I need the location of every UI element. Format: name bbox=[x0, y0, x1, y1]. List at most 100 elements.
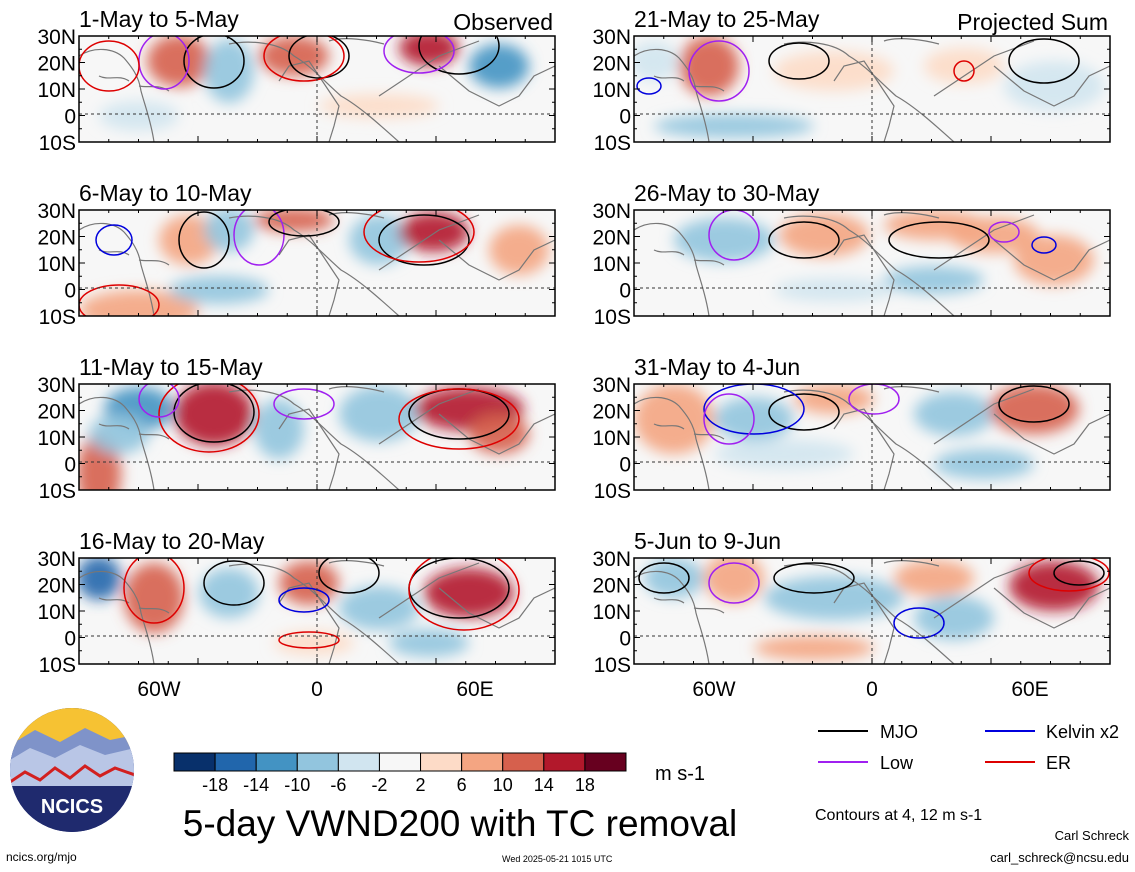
colorbar-swatch bbox=[255, 752, 298, 772]
lat-label: 10S bbox=[594, 654, 631, 677]
colorbar-swatch bbox=[502, 752, 545, 772]
colorbar-swatch bbox=[420, 752, 463, 772]
lat-label: 10N bbox=[592, 253, 631, 276]
lat-label: 20N bbox=[592, 401, 631, 424]
lat-label: 10S bbox=[39, 480, 76, 503]
colorbar-unit: m s-1 bbox=[655, 763, 705, 785]
lat-label: 10S bbox=[39, 132, 76, 155]
colorbar-tick: -10 bbox=[284, 775, 310, 795]
lat-label: 30N bbox=[592, 200, 631, 223]
author-name: Carl Schreck bbox=[1054, 828, 1129, 843]
colorbar-tick: 6 bbox=[457, 775, 467, 795]
colorbar-tick: -14 bbox=[243, 775, 269, 795]
lat-label: 10N bbox=[37, 601, 76, 624]
lat-label: 10N bbox=[592, 427, 631, 450]
lat-label: 10S bbox=[39, 654, 76, 677]
lat-label: 30N bbox=[37, 26, 76, 49]
lat-label: 10N bbox=[37, 79, 76, 102]
colorbar-swatch bbox=[173, 752, 216, 772]
colorbar-swatch bbox=[296, 752, 339, 772]
panel-title: 6-May to 10-May bbox=[79, 180, 252, 206]
lon-label: 60W bbox=[692, 678, 735, 701]
lat-label: 10N bbox=[37, 427, 76, 450]
lat-label: 30N bbox=[592, 26, 631, 49]
legend-er-label: ER bbox=[1046, 753, 1071, 773]
legend: MJO Kelvin x2 Low ER bbox=[818, 722, 1119, 773]
colorbar-tick: 18 bbox=[575, 775, 595, 795]
lat-label: 20N bbox=[592, 575, 631, 598]
map-panel-1: 1-May to 5-May Observed 30N 20N 10N 0 10S bbox=[37, 6, 556, 155]
map-panel-5: 21-May to 25-May Projected Sum 30N 20N 10N 0 1… bbox=[592, 6, 1111, 155]
legend-mjo-label: MJO bbox=[880, 722, 918, 742]
panel-title: 1-May to 5-May bbox=[79, 6, 239, 32]
colorbar-tick: -18 bbox=[202, 775, 228, 795]
lat-label: 0 bbox=[64, 454, 76, 477]
lat-label: 10S bbox=[39, 306, 76, 329]
lat-label: 20N bbox=[37, 401, 76, 424]
lat-label: 0 bbox=[64, 628, 76, 651]
lat-label: 20N bbox=[37, 227, 76, 250]
colorbar-tick: 2 bbox=[416, 775, 426, 795]
panel-tag: Observed bbox=[453, 9, 553, 35]
legend-low-label: Low bbox=[880, 753, 914, 773]
contours-note: Contours at 4, 12 m s-1 bbox=[815, 807, 982, 824]
panel-tag: Projected Sum bbox=[957, 9, 1108, 35]
panel-title: 21-May to 25-May bbox=[634, 6, 820, 32]
lon-label: 0 bbox=[311, 678, 323, 701]
colorbar-tick: 14 bbox=[534, 775, 554, 795]
lon-label: 0 bbox=[866, 678, 878, 701]
lat-label: 20N bbox=[37, 53, 76, 76]
lat-label: 0 bbox=[64, 106, 76, 129]
lat-label: 10S bbox=[594, 306, 631, 329]
lon-label: 60W bbox=[137, 678, 180, 701]
colorbar-tick: -6 bbox=[330, 775, 346, 795]
lat-label: 20N bbox=[592, 227, 631, 250]
logo-text: NCICS bbox=[41, 796, 103, 818]
colorbar-swatch bbox=[337, 752, 380, 772]
panel-title: 31-May to 4-Jun bbox=[634, 354, 800, 380]
main-title: 5-day VWND200 with TC removal bbox=[183, 803, 738, 844]
colorbar-tick: 10 bbox=[493, 775, 513, 795]
lat-label: 10N bbox=[592, 79, 631, 102]
lon-label: 60E bbox=[456, 678, 493, 701]
colorbar-swatch bbox=[214, 752, 257, 772]
lat-label: 20N bbox=[37, 575, 76, 598]
lat-label: 10S bbox=[594, 480, 631, 503]
lat-label: 10N bbox=[37, 253, 76, 276]
colorbar-tick: -2 bbox=[371, 775, 387, 795]
legend-kelvin-label: Kelvin x2 bbox=[1046, 722, 1119, 742]
lon-label: 60E bbox=[1011, 678, 1048, 701]
colorbar-swatch bbox=[461, 752, 504, 772]
colorbar: -18 -14 -10 -6 -2 2 6 10 14 18 bbox=[173, 752, 627, 795]
panel-title: 5-Jun to 9-Jun bbox=[634, 528, 781, 554]
lat-label: 30N bbox=[592, 374, 631, 397]
lat-label: 30N bbox=[592, 548, 631, 571]
author-email[interactable]: carl_schreck@ncsu.edu bbox=[990, 850, 1129, 865]
panel-title: 16-May to 20-May bbox=[79, 528, 265, 554]
panel-title: 11-May to 15-May bbox=[79, 354, 263, 380]
colorbar-swatch bbox=[584, 752, 627, 772]
lat-label: 0 bbox=[619, 106, 631, 129]
lat-label: 20N bbox=[592, 53, 631, 76]
lat-label: 30N bbox=[37, 548, 76, 571]
site-url[interactable]: ncics.org/mjo bbox=[6, 850, 77, 864]
timestamp: Wed 2025-05-21 1015 UTC bbox=[502, 854, 613, 864]
panel-title: 26-May to 30-May bbox=[634, 180, 820, 206]
lat-label: 0 bbox=[619, 628, 631, 651]
colorbar-swatch bbox=[378, 752, 422, 772]
colorbar-swatch bbox=[543, 752, 586, 772]
lat-label: 0 bbox=[64, 280, 76, 303]
lat-label: 30N bbox=[37, 374, 76, 397]
lat-label: 0 bbox=[619, 280, 631, 303]
lat-label: 30N bbox=[37, 200, 76, 223]
ncics-logo: NCICS bbox=[10, 708, 134, 832]
lat-label: 10N bbox=[592, 601, 631, 624]
lat-label: 10S bbox=[594, 132, 631, 155]
